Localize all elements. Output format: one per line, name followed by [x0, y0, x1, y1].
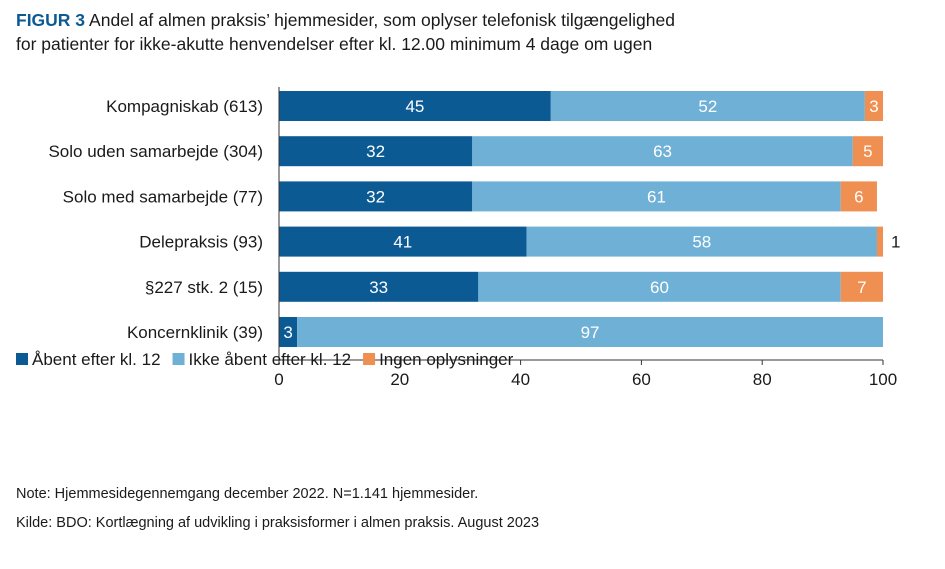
category-label: §227 stk. 2 (15) [145, 278, 263, 297]
bar-segment [840, 181, 877, 212]
figure-title: FIGUR 3 Andel af almen praksis’ hjemmesid… [16, 8, 931, 56]
bar-segment [478, 271, 841, 302]
bar-segment [279, 181, 473, 212]
source-text: Kilde: BDO: Kortlægning af udvikling i p… [16, 515, 540, 531]
bar-segment [279, 271, 479, 302]
legend-swatch [16, 353, 28, 365]
data-label: 52 [698, 97, 717, 116]
legend-swatch [172, 353, 185, 365]
data-label: 63 [653, 142, 672, 161]
bar-segment [550, 91, 865, 121]
data-label: 60 [650, 278, 669, 297]
bar-segment [852, 136, 883, 167]
data-label: 61 [647, 187, 666, 206]
legend-swatch [363, 353, 376, 365]
title-text-1: Andel af almen praksis’ hjemmesider, som… [89, 10, 675, 30]
legend-label: Åbent efter kl. 12 [32, 350, 161, 369]
x-tick-label: 80 [753, 370, 772, 389]
x-tick-label: 0 [274, 370, 283, 389]
legend-label: Ikke åbent efter kl. 12 [189, 350, 352, 369]
title-line-1: FIGUR 3 Andel af almen praksis’ hjemmesid… [16, 8, 931, 32]
legend-label: Ingen oplysninger [379, 350, 514, 369]
data-label: 97 [581, 323, 600, 342]
bar-segment [876, 226, 883, 257]
category-label: Solo med samarbejde (77) [63, 187, 263, 206]
data-label: 3 [869, 97, 878, 116]
data-label: 33 [369, 278, 388, 297]
bar-segment [279, 317, 298, 347]
category-label: Delepraksis (93) [139, 233, 263, 252]
bar-segment [840, 271, 883, 302]
stacked-bar-chart: Kompagniskab (613) 45 52 3 Solo uden samarbe… [16, 87, 900, 389]
bar-segment [472, 136, 853, 167]
category-label: Kompagniskab (613) [106, 97, 263, 116]
figure-label: FIGUR 3 [16, 10, 86, 30]
data-label: 3 [283, 323, 292, 342]
title-line-2: for patienter for ikke-akutte henvendels… [16, 34, 653, 54]
bar-segment [279, 91, 551, 121]
data-label: 32 [366, 187, 385, 206]
x-tick-label: 60 [632, 370, 651, 389]
bar-segment [472, 181, 841, 212]
bar-segment [279, 226, 527, 257]
bar-segment [864, 91, 883, 121]
data-label: 32 [366, 142, 385, 161]
data-label: 5 [863, 142, 872, 161]
data-label: 1 [891, 233, 900, 252]
category-label: Solo uden samarbejde (304) [48, 142, 263, 161]
x-tick-label: 40 [511, 370, 530, 389]
data-label: 6 [854, 187, 863, 206]
bar-segment [279, 136, 473, 167]
data-label: 7 [857, 278, 866, 297]
category-label: Koncernklinik (39) [127, 323, 263, 342]
note-text: Note: Hjemmesidegennemgang december 2022… [16, 486, 479, 502]
notes: Note: Hjemmesidegennemgang december 2022… [16, 484, 539, 542]
x-tick-label: 20 [390, 370, 409, 389]
data-label: 58 [692, 233, 711, 252]
x-tick-label: 100 [869, 370, 897, 389]
data-label: 45 [405, 97, 424, 116]
bar-segment [297, 317, 883, 347]
data-label: 41 [393, 233, 412, 252]
bar-segment [526, 226, 877, 257]
